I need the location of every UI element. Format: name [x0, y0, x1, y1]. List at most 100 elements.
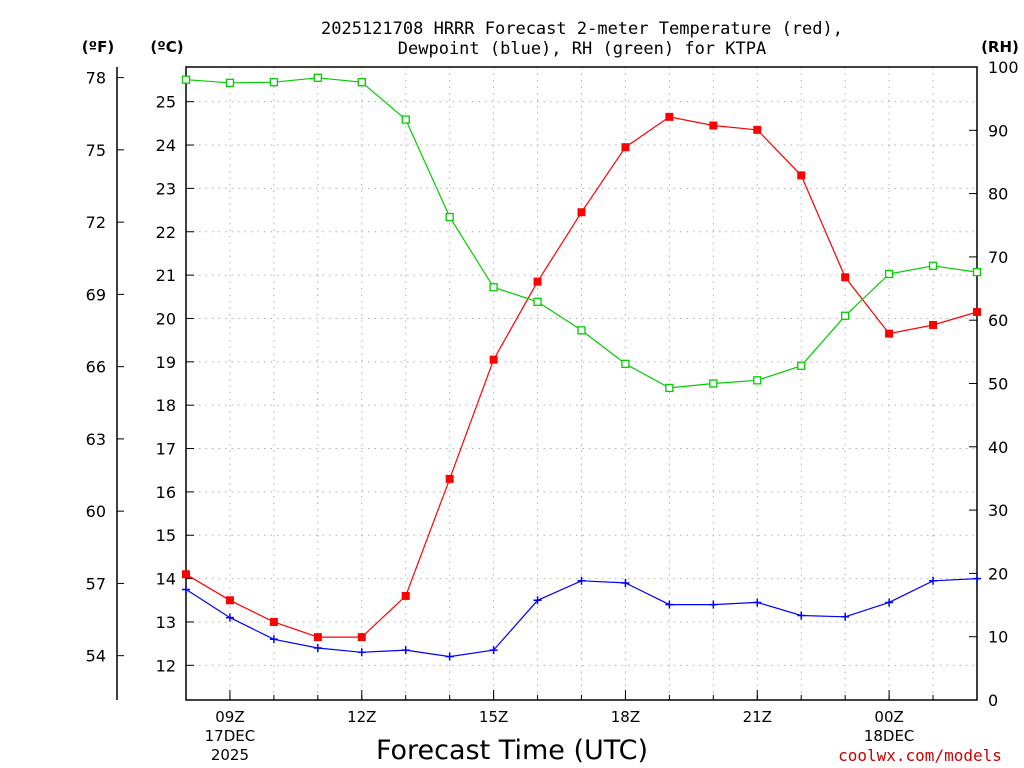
dewpoint-point-2 [269, 635, 278, 644]
2-meter-temperature-point-4 [357, 633, 366, 642]
celsius-tick-label-4: 16 [156, 483, 176, 502]
celsius-tick-label-8: 20 [156, 309, 176, 328]
dewpoint-point-1 [225, 613, 234, 622]
dewpoint-point-18 [973, 574, 981, 583]
2-meter-temperature-point-18 [973, 307, 981, 316]
fahrenheit-tick-label-7: 75 [86, 141, 106, 160]
celsius-tick-label-12: 24 [156, 136, 176, 155]
2-meter-temperature-point-13 [753, 125, 762, 134]
2-meter-temperature-point-1 [225, 596, 234, 605]
dewpoint-point-11 [665, 600, 674, 609]
rh-point-1 [225, 78, 235, 87]
rh-point-0 [181, 75, 191, 84]
rh-tick-label-2: 20 [988, 564, 1008, 583]
2-meter-temperature-point-12 [709, 121, 718, 130]
rh-tick-label-8: 80 [988, 185, 1008, 204]
celsius-tick-label-10: 22 [156, 223, 176, 242]
axes [116, 66, 978, 701]
2-meter-temperature-point-6 [445, 474, 454, 483]
credit-text: coolwx.com/models [838, 746, 1002, 765]
dewpoint-point-8 [533, 596, 542, 605]
rh-tick-label-5: 50 [988, 375, 1008, 394]
rh-tick-label-4: 40 [988, 438, 1008, 457]
rh-point-7 [489, 283, 498, 292]
2-meter-temperature-point-3 [313, 633, 322, 642]
2-meter-temperature-point-9 [577, 208, 586, 217]
dewpoint-point-3 [313, 643, 322, 652]
rh-tick-label-7: 70 [988, 248, 1008, 267]
x-axis-title: Forecast Time (UTC) [376, 735, 648, 766]
rh-point-15 [841, 311, 850, 320]
rh-point-12 [709, 379, 718, 388]
2-meter-temperature-point-15 [841, 273, 850, 282]
tick-labels: 12 13 14 15 16 17 18 19 20 21 22 23 24 25 54 57 60 63 66 69… [86, 58, 1019, 764]
data-series [181, 73, 982, 661]
rh-point-14 [797, 361, 806, 370]
fahrenheit-tick-label-3: 63 [86, 430, 106, 449]
celsius-tick-label-2: 14 [156, 570, 176, 589]
celsius-tick-label-7: 19 [156, 353, 176, 372]
celsius-tick-label-13: 25 [156, 93, 176, 112]
dewpoint-point-7 [489, 646, 498, 655]
dewpoint-point-4 [357, 648, 366, 657]
x-tick-label-4: 21Z [743, 708, 772, 726]
celsius-tick-label-9: 21 [156, 266, 176, 285]
dewpoint-point-13 [753, 598, 762, 607]
rh-point-18 [972, 267, 982, 277]
2-meter-temperature-point-8 [533, 277, 542, 286]
x-tick-label-3: 18Z [611, 708, 640, 726]
x-tick-label-2: 15Z [479, 708, 508, 726]
rh-point-13 [753, 376, 762, 385]
2-meter-temperature-point-16 [885, 329, 894, 338]
fahrenheit-tick-label-4: 66 [86, 358, 106, 377]
2-meter-temperature-point-7 [489, 355, 498, 364]
dewpoint-point-10 [621, 578, 630, 587]
rh-point-6 [445, 212, 454, 222]
fahrenheit-tick-label-2: 60 [86, 502, 106, 521]
x-tick-label-0: 09Z [215, 708, 244, 726]
celsius-tick-label-0: 12 [156, 656, 176, 675]
dewpoint-point-14 [797, 611, 806, 620]
rh-point-10 [621, 359, 630, 369]
dewpoint-point-5 [401, 646, 410, 655]
rh-point-4 [357, 78, 366, 87]
fahrenheit-tick-label-1: 57 [86, 574, 106, 593]
2-meter-temperature-line [185, 116, 978, 638]
rh-point-17 [928, 261, 938, 270]
rh-tick-label-9: 90 [988, 121, 1008, 140]
dewpoint-point-16 [885, 598, 894, 607]
2-meter-temperature-point-11 [665, 112, 674, 121]
dewpoint-point-15 [841, 612, 850, 621]
fahrenheit-unit-label: (ºF) [82, 38, 114, 56]
celsius-tick-label-5: 17 [156, 440, 176, 459]
x-tick-date-5: 18DEC [864, 727, 915, 745]
rh-point-11 [665, 383, 674, 393]
rh-tick-label-1: 10 [988, 628, 1008, 647]
2-meter-temperature-point-5 [401, 591, 410, 600]
rh-point-3 [313, 73, 322, 82]
rh-tick-label-3: 30 [988, 501, 1008, 520]
fahrenheit-tick-label-5: 69 [86, 285, 106, 304]
celsius-tick-label-1: 13 [156, 613, 176, 632]
celsius-unit-label: (ºC) [150, 38, 183, 56]
2-meter-temperature-point-17 [929, 320, 938, 329]
x-tick-date-0: 17DEC [205, 727, 256, 745]
fahrenheit-tick-label-0: 54 [86, 647, 106, 666]
rh-tick-label-0: 0 [988, 691, 998, 710]
x-tick-label-1: 12Z [347, 708, 376, 726]
plot-frame [185, 66, 978, 701]
dewpoint-point-17 [929, 576, 938, 585]
chart-title-line1: 2025121708 HRRR Forecast 2-meter Tempera… [321, 19, 843, 39]
2-meter-temperature-point-0 [182, 570, 190, 579]
fahrenheit-tick-label-6: 72 [86, 213, 106, 232]
2-meter-temperature-point-2 [269, 617, 278, 626]
rh-tick-label-6: 60 [988, 311, 1008, 330]
dewpoint-point-9 [577, 576, 586, 585]
rh-point-5 [401, 115, 410, 124]
chart-title-line2: Dewpoint (blue), RH (green) for KTPA [398, 39, 766, 59]
rh-point-16 [884, 269, 894, 279]
x-tick-year-0: 2025 [211, 746, 249, 764]
rh-point-8 [533, 297, 542, 306]
celsius-tick-label-11: 23 [156, 179, 176, 198]
